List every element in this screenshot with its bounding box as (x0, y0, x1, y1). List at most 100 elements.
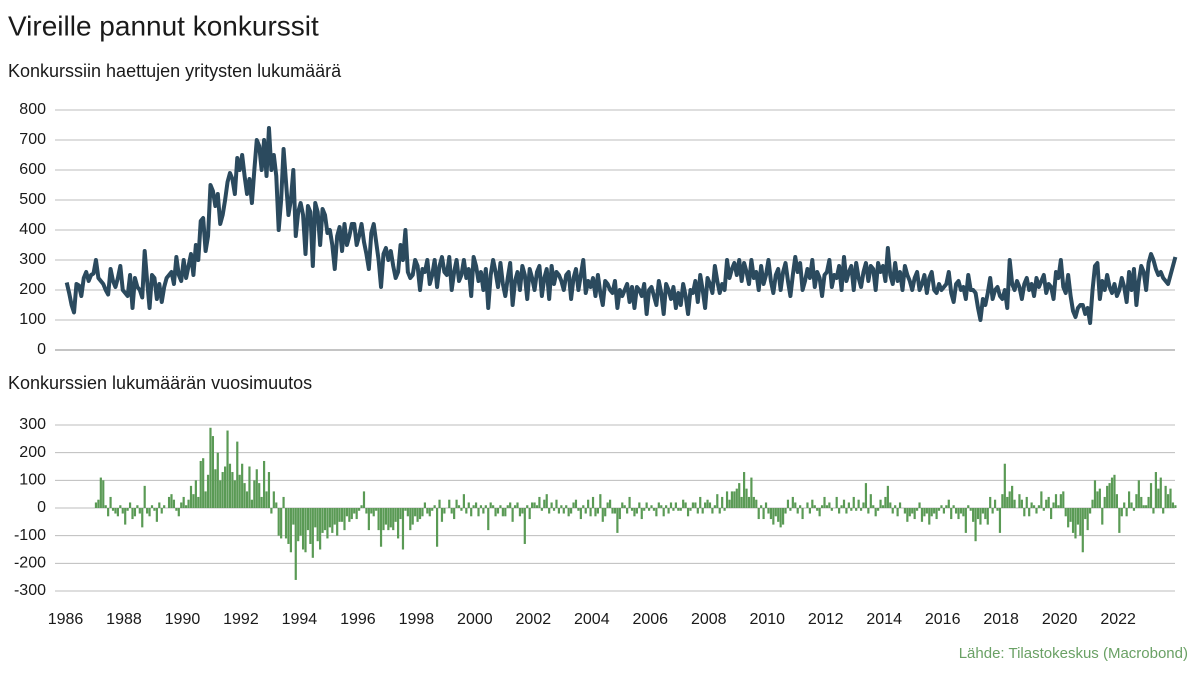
bar (321, 508, 324, 533)
x-tick-label: 1990 (165, 611, 201, 628)
bar (560, 505, 563, 508)
bar (611, 508, 614, 514)
bar (360, 505, 363, 508)
bar (862, 502, 865, 508)
bar (348, 508, 351, 522)
bar (224, 466, 227, 508)
y-tick-label: 700 (19, 131, 46, 148)
y-tick-label: 300 (19, 251, 46, 268)
bar (779, 508, 782, 528)
bar (487, 508, 490, 531)
bar (608, 499, 612, 508)
bar (555, 499, 558, 508)
bar (531, 502, 534, 508)
bar (1064, 508, 1067, 517)
bar (516, 502, 519, 508)
bar (450, 508, 453, 514)
bar (694, 502, 697, 508)
bar (725, 491, 729, 508)
bar (387, 508, 390, 531)
bar (613, 508, 617, 514)
bar (1059, 494, 1062, 508)
bar (660, 505, 663, 508)
bar (740, 496, 743, 508)
bar (704, 502, 707, 508)
bar (1054, 494, 1058, 508)
bar (1008, 491, 1011, 508)
bar (723, 508, 726, 511)
bar (1030, 502, 1033, 508)
bar (518, 508, 522, 517)
bar (270, 508, 273, 514)
bar (126, 508, 129, 511)
bar (523, 508, 526, 544)
bar (818, 508, 821, 517)
bar (460, 508, 463, 511)
x-tick-label: 2002 (516, 611, 552, 628)
bar (1084, 508, 1087, 520)
bar (1020, 499, 1023, 508)
bar (1079, 508, 1082, 536)
bar (591, 496, 595, 508)
bar (667, 508, 670, 514)
bar (762, 508, 765, 520)
bar (857, 499, 860, 508)
bar (465, 508, 468, 514)
bar (565, 505, 568, 508)
bar (477, 508, 480, 517)
bar (845, 508, 848, 514)
bar (433, 505, 436, 508)
x-tick-label: 2006 (632, 611, 668, 628)
bar (867, 508, 870, 514)
bar (743, 472, 746, 508)
bar (1149, 483, 1153, 508)
bar (309, 508, 312, 544)
bar (820, 505, 824, 508)
bar (107, 508, 110, 517)
bar (757, 508, 760, 520)
bar (238, 474, 241, 508)
bar (638, 502, 641, 508)
bar (1042, 508, 1045, 511)
bar (435, 508, 439, 547)
bar (397, 508, 400, 539)
bar (984, 508, 987, 520)
bar (384, 508, 388, 525)
bar (206, 474, 210, 508)
bar (945, 505, 948, 508)
bar (499, 505, 502, 508)
bar (582, 505, 585, 508)
bar (874, 508, 877, 517)
bar (133, 508, 137, 517)
bar (455, 499, 458, 508)
bar (289, 508, 292, 553)
bar (353, 508, 356, 514)
y-tick-label: 200 (19, 281, 46, 298)
panel-subtitle: Konkurssien lukumäärän vuosimuutos (8, 373, 312, 393)
y-tick-label: 100 (19, 472, 46, 489)
y-tick-label: -300 (14, 582, 46, 599)
bar (967, 505, 970, 508)
x-tick-label: 2014 (866, 611, 902, 628)
bar (258, 483, 261, 508)
bar (216, 452, 219, 508)
bar (891, 508, 894, 514)
bar (484, 505, 487, 508)
bar (431, 508, 434, 511)
bar (453, 508, 456, 520)
bar (552, 508, 556, 511)
bar (221, 472, 224, 508)
x-tick-label: 2012 (808, 611, 844, 628)
bar (111, 508, 115, 511)
bar (903, 508, 907, 514)
bar (1171, 502, 1175, 508)
bar (621, 502, 624, 508)
bar (718, 508, 721, 514)
bar (292, 508, 295, 525)
bar (109, 496, 112, 508)
bar (562, 508, 565, 514)
x-tick-label: 2004 (574, 611, 610, 628)
bar (326, 508, 329, 539)
bar (699, 496, 702, 508)
bar (1108, 483, 1111, 508)
